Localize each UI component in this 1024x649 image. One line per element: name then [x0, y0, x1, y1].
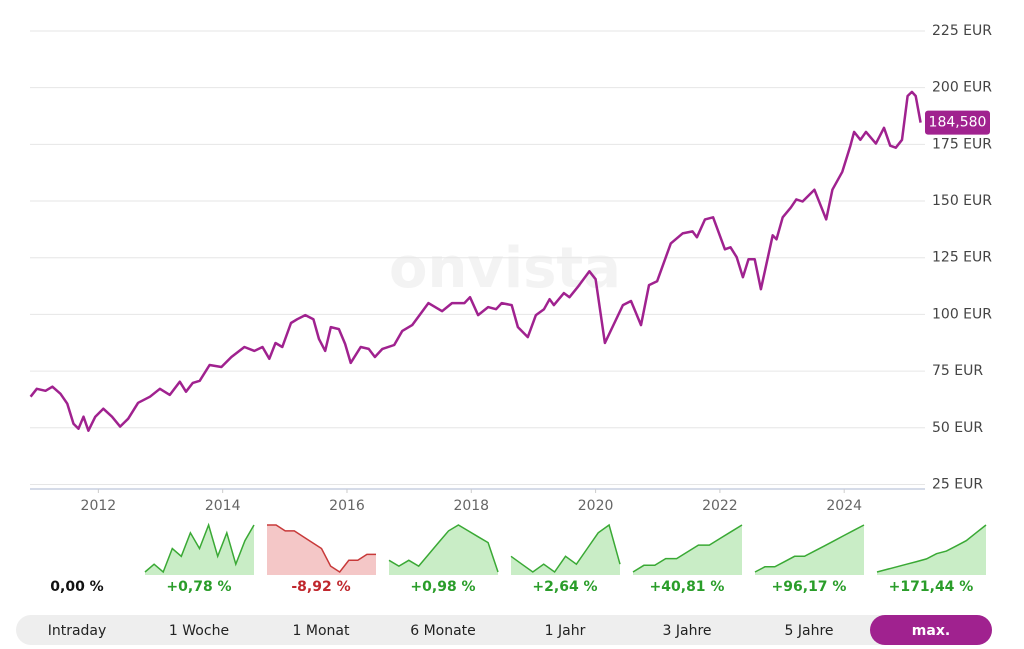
last-price-label: 184,580: [929, 115, 987, 131]
last-price-badge: [925, 110, 990, 135]
y-tick-label: 50 EUR: [932, 420, 983, 436]
sparkline: [632, 524, 743, 573]
y-tick-label: 225 EUR: [932, 23, 992, 39]
period-tab[interactable]: 1 Jahr: [545, 623, 586, 639]
period-change: +96,17 %: [772, 579, 847, 595]
sparkline-area: [389, 525, 498, 575]
sparkline-area: [877, 525, 986, 575]
period-tab[interactable]: 5 Jahre: [785, 623, 834, 639]
period-tab[interactable]: 6 Monate: [410, 623, 476, 639]
y-tick-label: 125 EUR: [932, 250, 992, 266]
watermark: onvista: [389, 236, 621, 301]
x-tick-label: 2020: [578, 498, 614, 514]
period-tab[interactable]: max.: [912, 623, 950, 639]
period-tab[interactable]: 3 Jahre: [663, 623, 712, 639]
x-tick-label: 2012: [81, 498, 117, 514]
tab-bar: [16, 615, 992, 645]
x-tick-label: 2022: [702, 498, 738, 514]
period-change: +2,64 %: [532, 579, 597, 595]
y-tick-label: 200 EUR: [932, 80, 992, 96]
period-tab[interactable]: 1 Monat: [293, 623, 350, 639]
x-tick-label: 2018: [453, 498, 489, 514]
x-tick-label: 2014: [205, 498, 241, 514]
sparkline-area: [511, 525, 620, 575]
period-change: +0,78 %: [166, 579, 231, 595]
y-tick-label: 100 EUR: [932, 306, 992, 322]
sparkline: [876, 524, 987, 573]
sparkline: [267, 524, 376, 574]
period-change: +171,44 %: [889, 579, 974, 595]
period-tab[interactable]: 1 Woche: [169, 623, 229, 639]
y-tick-label: 75 EUR: [932, 363, 983, 379]
sparkline: [754, 524, 865, 573]
sparkline: [144, 522, 255, 574]
y-tick-label: 150 EUR: [932, 193, 992, 209]
sparkline-area: [755, 525, 864, 575]
period-change: -8,92 %: [291, 579, 350, 595]
price-line: [29, 90, 922, 432]
period-tab[interactable]: Intraday: [48, 623, 107, 639]
x-tick-label: 2016: [329, 498, 365, 514]
y-tick-label: 25 EUR: [932, 476, 983, 492]
sparkline-area: [145, 525, 254, 575]
tab-selected: [870, 615, 992, 645]
sparkline: [510, 523, 621, 574]
period-change: 0,00 %: [50, 579, 103, 595]
period-change: +0,98 %: [410, 579, 475, 595]
sparkline: [388, 524, 499, 573]
period-change: +40,81 %: [650, 579, 725, 595]
sparkline-area: [633, 525, 742, 575]
y-tick-label: 175 EUR: [932, 136, 992, 152]
x-tick-label: 2024: [826, 498, 862, 514]
